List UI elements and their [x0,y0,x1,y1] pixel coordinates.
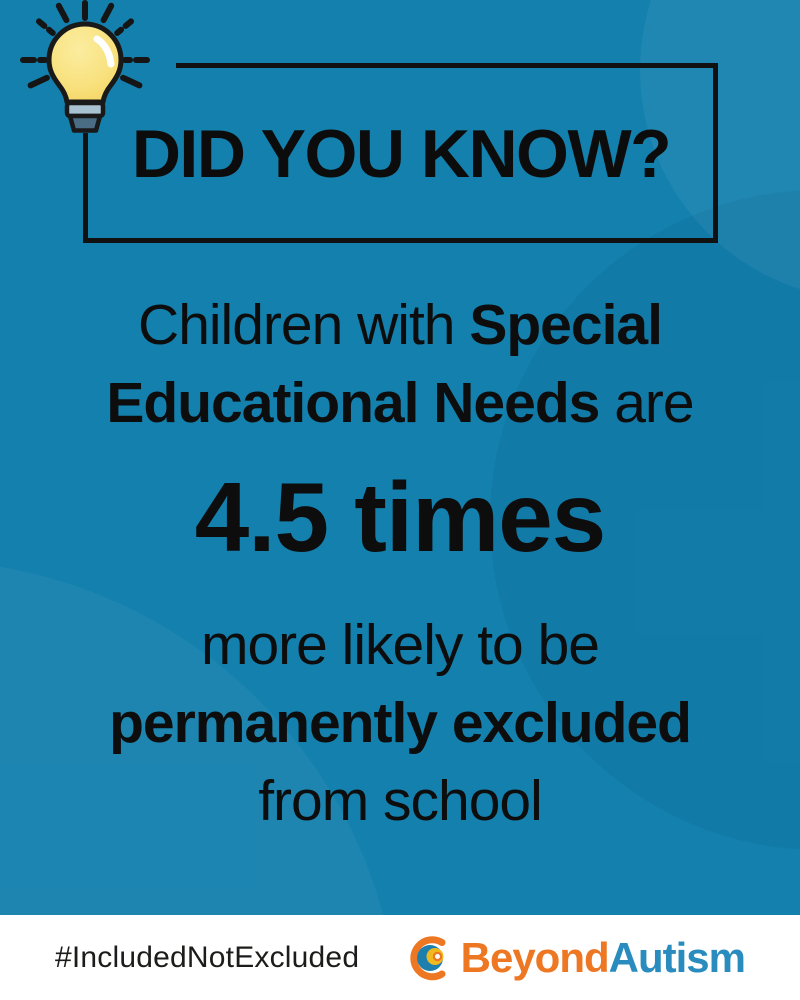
page-title: DID YOU KNOW? [131,116,672,192]
bulb-base-dark [67,113,103,133]
brand-wordmark: BeyondAutism [460,933,746,982]
fact-text-block: Children with Special Educational Needs a… [0,286,800,840]
footer-bar: #IncludedNotExcluded BeyondAutism [0,915,800,1000]
bulb-highlight [93,35,115,68]
fact-segment: are [599,371,694,435]
fact-segment-bold: permanently excluded [109,691,692,755]
fact-segment-bold: Educational Needs [106,371,600,435]
fact-sentence-bottom: more likely to be permanently excluded fro… [0,606,800,840]
beyondautism-logo-mark-icon [409,935,446,980]
brand-word-beyond: Beyond [460,933,610,981]
beyondautism-logo: BeyondAutism [409,933,746,982]
hashtag-label: #IncludedNotExcluded [55,940,360,974]
did-you-know-frame-art [20,0,718,243]
brand-word-autism: Autism [608,933,746,981]
lightbulb-icon [20,0,150,133]
fact-sentence-top: Children with Special Educational Needs a… [0,286,800,442]
frame-border [83,63,718,243]
fact-segment: more likely to be [200,613,600,677]
fact-segment-bold: Special [469,293,663,357]
fact-statistic: 4.5 times [194,462,606,572]
fact-segment: Children with [138,293,470,357]
fact-segment: from school [258,769,543,833]
